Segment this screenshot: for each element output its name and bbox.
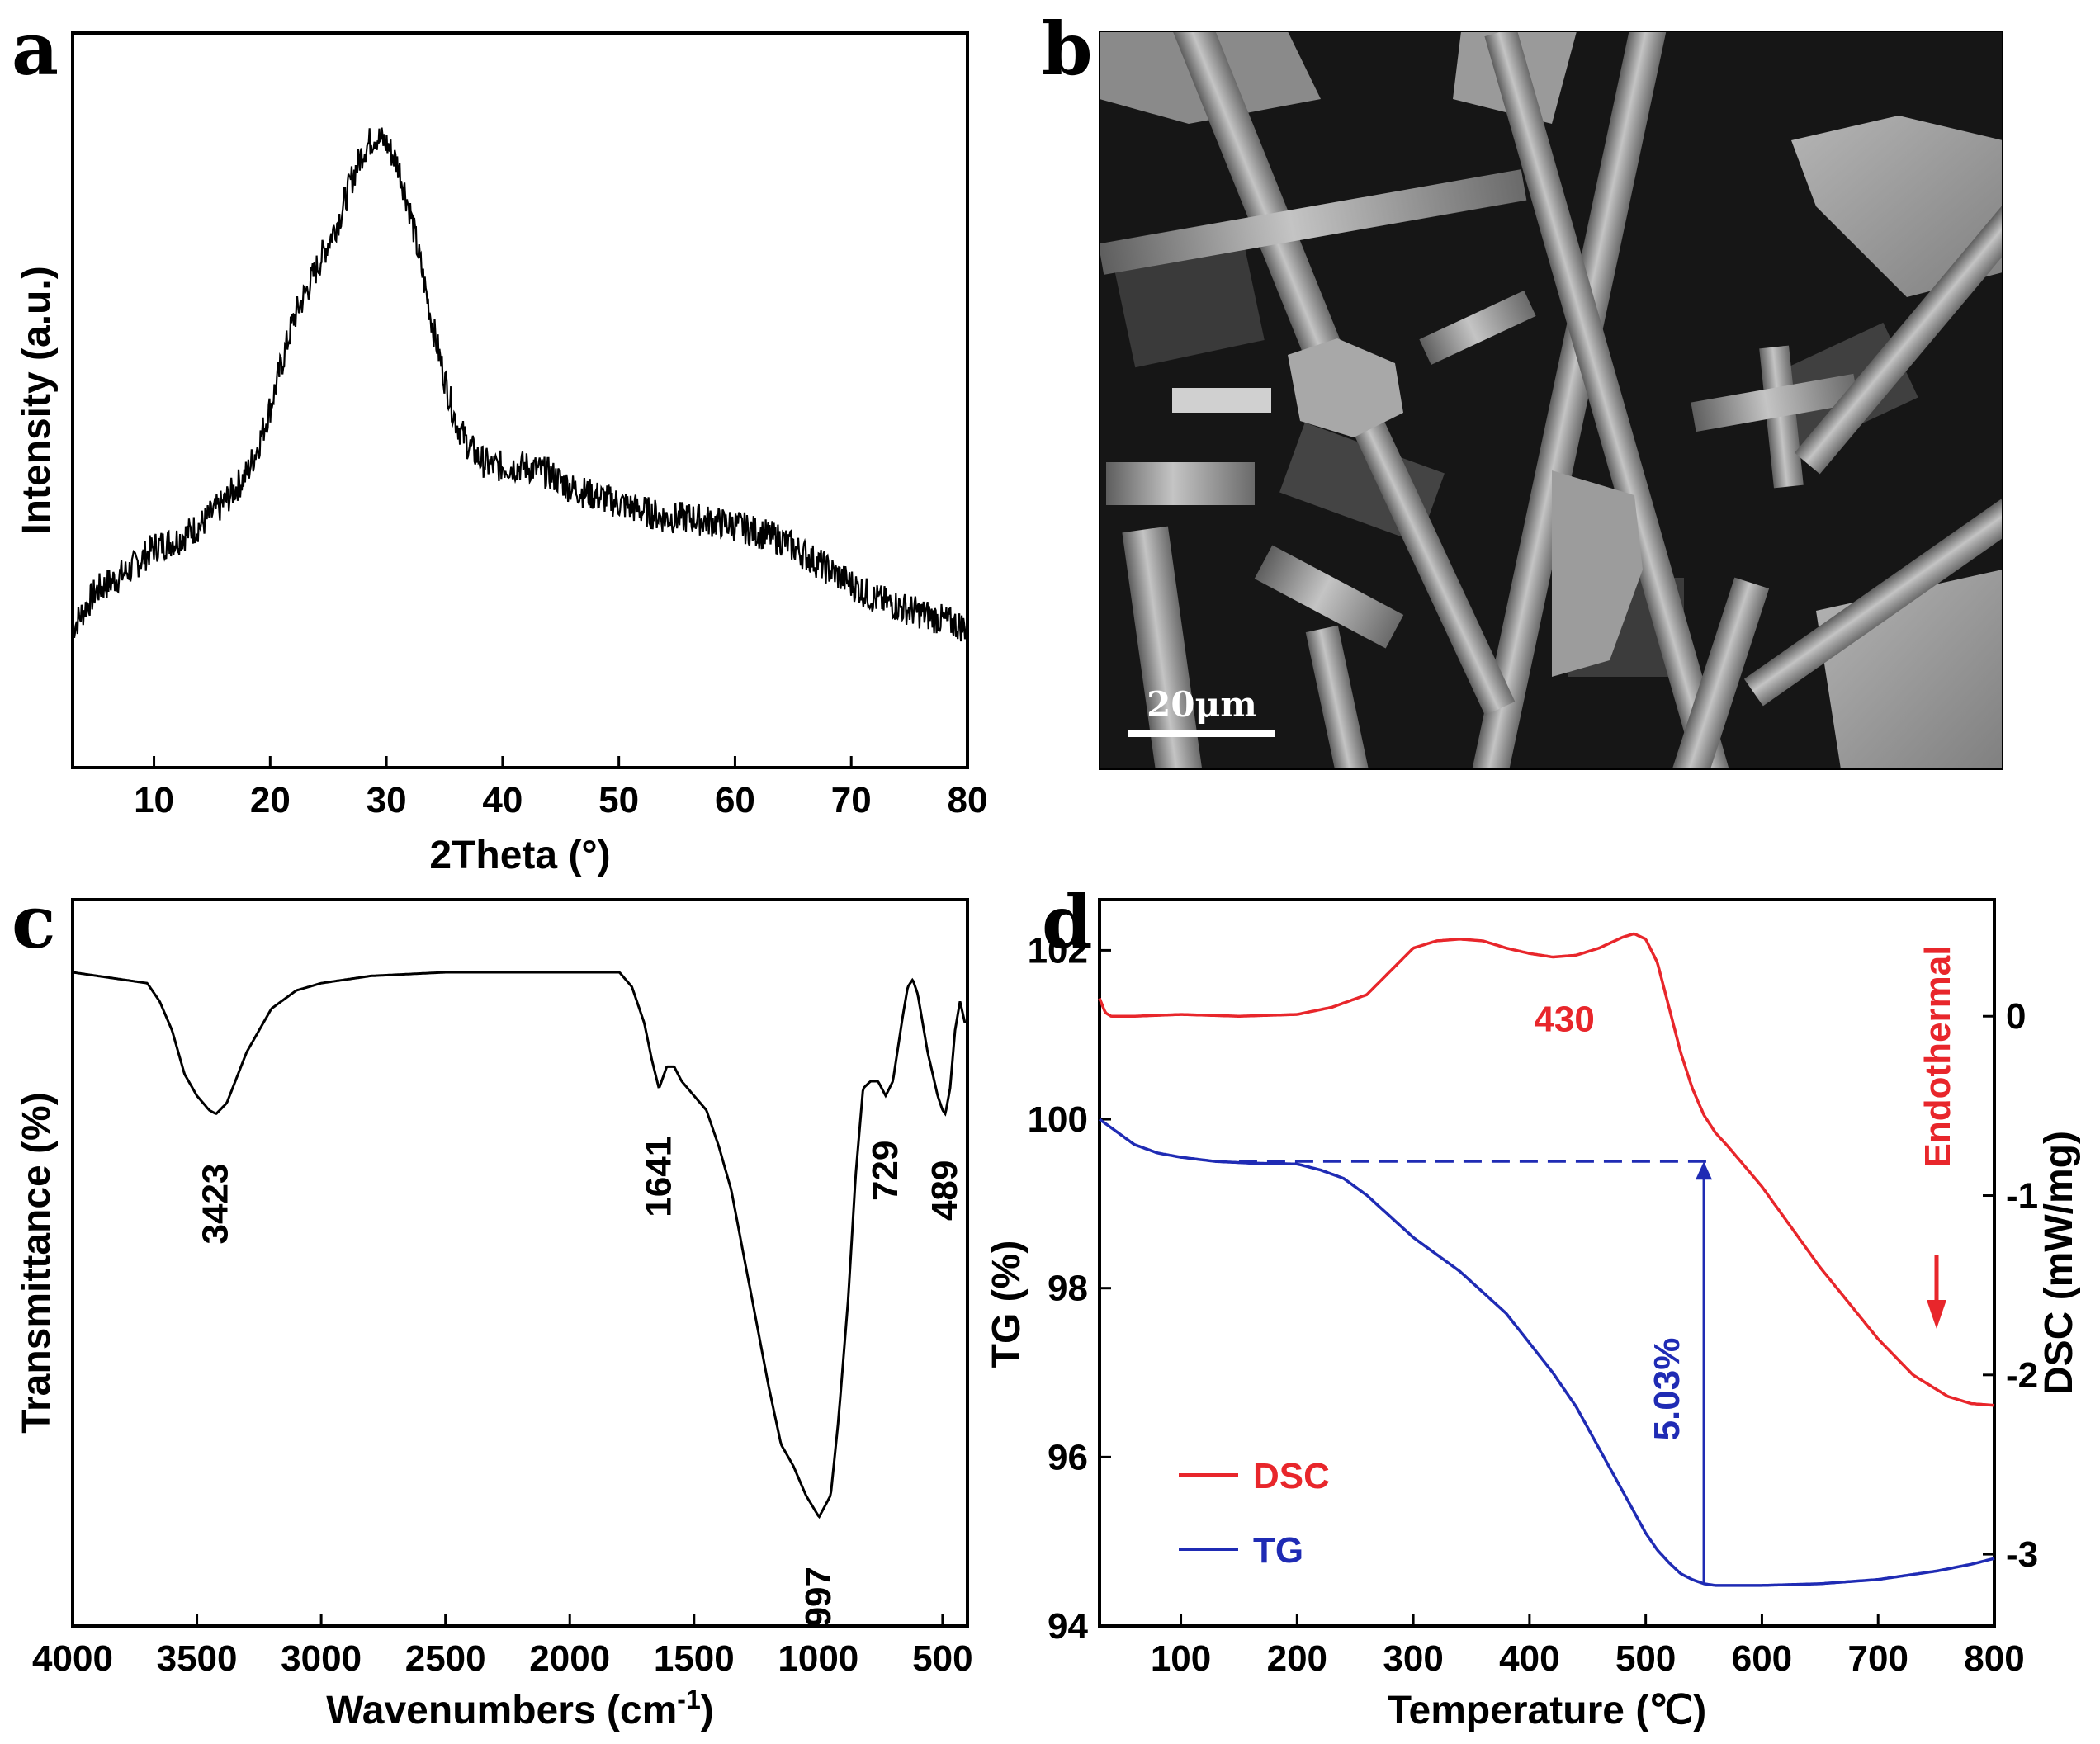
xrd-x-tick-label: 20 <box>250 780 291 820</box>
ftir-spectrum-line <box>72 971 967 1520</box>
sem-image-panel: b <box>1042 6 2003 770</box>
sem-micrograph <box>1100 31 2003 769</box>
mass-loss-arrowhead <box>1696 1161 1713 1180</box>
tg-dsc-x-tick-label: 300 <box>1383 1638 1443 1679</box>
tg-dsc-x-tick-label: 600 <box>1732 1638 1792 1679</box>
tg-y-axis-label: TG (%) <box>985 1241 1029 1368</box>
tg-dsc-x-axis-label: Temperature (℃) <box>1388 1689 1706 1732</box>
ftir-x-tick-label: 3500 <box>157 1638 238 1679</box>
ftir-peak-label: 489 <box>925 1160 965 1221</box>
dsc-curve <box>1098 932 1995 1407</box>
tg-dsc-x-tick-label: 800 <box>1964 1638 2024 1679</box>
tg-y-tick-label: 94 <box>1048 1606 1088 1647</box>
xrd-x-tick-label: 30 <box>367 780 407 820</box>
ftir-x-tick-label: 1000 <box>778 1638 858 1679</box>
tg-y-tick-label: 96 <box>1048 1437 1088 1477</box>
ftir-peak-label: 729 <box>865 1141 906 1201</box>
ftir-x-axis-label-tail: ) <box>701 1689 714 1732</box>
ftir-x-axis-label-sup: -1 <box>677 1685 700 1714</box>
xrd-pattern-line <box>71 127 969 642</box>
xrd-x-axis-label: 2Theta (°) <box>429 834 610 877</box>
legend-dsc-label: DSC <box>1253 1456 1330 1496</box>
panel-letter-d: d <box>1042 879 1093 965</box>
tg-dsc-chart: d 100 200 300 400 500 600 700 800 94 96 98 100 102 -3… <box>985 879 2081 1732</box>
ftir-peak-labels: 3423 1641 997 729 489 <box>196 1137 965 1628</box>
sem-scale-label: 20μm <box>1147 684 1257 725</box>
dsc-y-tick-label: 0 <box>2006 996 2026 1037</box>
ftir-x-axis-label-main: Wavenumbers (cm <box>326 1689 677 1732</box>
ftir-peak-label: 997 <box>798 1567 839 1627</box>
mass-loss-label: 5.03% <box>1647 1338 1687 1441</box>
xrd-x-tick-label: 40 <box>482 780 523 820</box>
ftir-x-tick-label: 500 <box>912 1638 972 1679</box>
ftir-x-tick-label: 2500 <box>405 1638 486 1679</box>
ftir-x-tick-label: 1500 <box>654 1638 735 1679</box>
xrd-chart: a 10 20 30 40 50 60 70 80 2Theta (°) Intensity … <box>12 6 987 877</box>
xrd-x-tick-label: 60 <box>715 780 755 820</box>
dsc-y-tick-label: -1 <box>2006 1176 2038 1217</box>
xrd-x-tick-label: 50 <box>598 780 639 820</box>
ftir-plot-frame <box>71 898 969 1628</box>
sem-frame <box>1099 31 2003 770</box>
dsc-y-tick-label: -2 <box>2006 1355 2038 1396</box>
tg-dsc-x-tick-label: 100 <box>1151 1638 1211 1679</box>
ftir-peak-label: 3423 <box>196 1164 236 1245</box>
xrd-plot-frame <box>71 31 969 769</box>
tg-dsc-x-tick-label: 700 <box>1848 1638 1908 1679</box>
panel-letter-c: c <box>12 879 56 965</box>
tg-y-tick-label: 98 <box>1048 1269 1088 1309</box>
ftir-x-tick-label: 4000 <box>32 1638 113 1679</box>
ftir-x-tick-label: 3000 <box>281 1638 362 1679</box>
panel-letter-b: b <box>1042 6 1093 92</box>
ftir-x-tick-label: 2000 <box>529 1638 610 1679</box>
tg-curve <box>1098 1118 1995 1587</box>
dsc-peak-label: 430 <box>1534 1000 1594 1040</box>
ftir-x-ticks: 4000 3500 3000 2500 2000 1500 1000 500 <box>32 1614 973 1679</box>
tg-dsc-ticks: 100 200 300 400 500 600 700 800 94 96 98 100 102 -3 -2… <box>1028 930 2039 1679</box>
panel-letter-a: a <box>12 6 59 92</box>
endothermal-arrowhead <box>1927 1300 1946 1329</box>
xrd-x-ticks: 10 20 30 40 50 60 70 80 <box>134 756 987 820</box>
endothermal-label: Endothermal <box>1918 946 1958 1168</box>
ftir-x-axis-label: Wavenumbers (cm-1) <box>326 1685 713 1732</box>
ftir-y-axis-label: Transmittance (%) <box>15 1092 59 1433</box>
tg-dsc-x-tick-label: 400 <box>1499 1638 1559 1679</box>
xrd-x-tick-label: 80 <box>948 780 988 820</box>
dsc-y-tick-label: -3 <box>2006 1534 2038 1575</box>
xrd-x-tick-label: 10 <box>134 780 174 820</box>
ftir-chart: c 4000 3500 3000 2500 2000 1500 1000 500 3423 16… <box>12 879 973 1732</box>
dsc-y-axis-label: DSC (mW/mg) <box>2037 1131 2081 1395</box>
legend-tg-label: TG <box>1253 1530 1303 1571</box>
tg-dsc-plot-frame <box>1098 898 1996 1628</box>
tg-y-tick-label: 100 <box>1028 1099 1088 1140</box>
tg-y-tick-label: 102 <box>1028 930 1088 971</box>
xrd-x-tick-label: 70 <box>831 780 872 820</box>
xrd-y-axis-label: Intensity (a.u.) <box>15 266 59 534</box>
tg-dsc-x-tick-label: 200 <box>1267 1638 1327 1679</box>
ftir-peak-label: 1641 <box>638 1137 679 1217</box>
tg-dsc-x-tick-label: 500 <box>1615 1638 1676 1679</box>
